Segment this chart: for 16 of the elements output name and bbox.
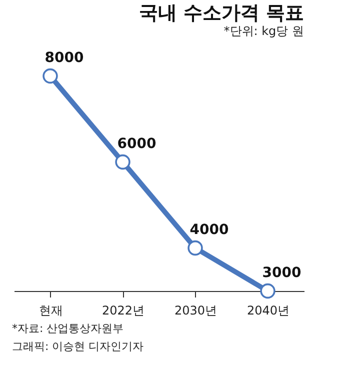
point [188, 240, 203, 256]
point [42, 68, 58, 84]
text: *자료: 산업통상자원부 [12, 321, 125, 336]
point [115, 154, 130, 170]
x-tick-label: 2022년 [102, 304, 145, 318]
data-label: 8000 [44, 50, 84, 66]
x-tick-label: 2040년 [246, 304, 290, 318]
x-tick-label: 2030년 [174, 304, 218, 318]
chart-title: 국내 수소가격 목표 [138, 2, 304, 24]
data-label: 6000 [117, 136, 156, 152]
chart-subtitle: *단위: kg당 원 [224, 24, 304, 38]
point [260, 283, 276, 299]
data-label: 3000 [262, 265, 302, 281]
text: 그래픽: 이승현 디자인기자 [12, 339, 145, 354]
x-tick-label: 현재 [38, 304, 63, 318]
data-label: 4000 [190, 222, 229, 238]
